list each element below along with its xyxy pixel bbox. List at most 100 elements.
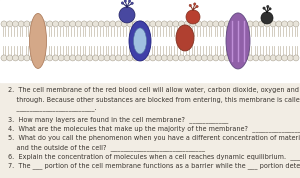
Circle shape — [144, 55, 150, 61]
Circle shape — [201, 55, 207, 61]
Circle shape — [167, 55, 173, 61]
Circle shape — [259, 55, 265, 61]
Circle shape — [173, 21, 179, 27]
Circle shape — [161, 55, 167, 61]
Circle shape — [287, 21, 293, 27]
Ellipse shape — [119, 7, 135, 23]
Circle shape — [287, 55, 293, 61]
Text: ________________________.: ________________________. — [8, 106, 97, 112]
Circle shape — [128, 0, 131, 2]
Circle shape — [264, 21, 270, 27]
Circle shape — [13, 55, 19, 61]
Text: through. Because other substances are blocked from entering, this membrane is ca: through. Because other substances are bl… — [8, 97, 300, 103]
Circle shape — [87, 55, 93, 61]
Circle shape — [75, 21, 81, 27]
Circle shape — [127, 55, 133, 61]
Circle shape — [184, 55, 190, 61]
Circle shape — [131, 2, 133, 4]
Circle shape — [259, 21, 265, 27]
Circle shape — [47, 21, 53, 27]
Text: 3.  How many layers are found in the cell membrane?  ____________: 3. How many layers are found in the cell… — [8, 116, 228, 123]
Ellipse shape — [176, 25, 194, 51]
Circle shape — [224, 21, 230, 27]
Circle shape — [156, 55, 162, 61]
Circle shape — [64, 21, 70, 27]
Circle shape — [167, 21, 173, 27]
Circle shape — [156, 21, 162, 27]
Text: and the outside of the cell?  _____________________________: and the outside of the cell? ___________… — [8, 144, 205, 151]
Circle shape — [263, 7, 265, 9]
Circle shape — [196, 5, 198, 8]
Circle shape — [213, 21, 219, 27]
Circle shape — [150, 55, 156, 61]
Circle shape — [93, 55, 99, 61]
Circle shape — [87, 21, 93, 27]
Circle shape — [293, 55, 299, 61]
Circle shape — [81, 21, 87, 27]
Circle shape — [24, 21, 30, 27]
Circle shape — [276, 55, 282, 61]
Circle shape — [253, 55, 259, 61]
Circle shape — [7, 21, 13, 27]
Ellipse shape — [129, 21, 151, 61]
Circle shape — [173, 55, 179, 61]
Circle shape — [35, 55, 41, 61]
Circle shape — [184, 21, 190, 27]
Circle shape — [269, 8, 271, 10]
Circle shape — [201, 21, 207, 27]
Circle shape — [161, 21, 167, 27]
Circle shape — [230, 55, 236, 61]
Circle shape — [58, 55, 64, 61]
Circle shape — [121, 21, 127, 27]
Circle shape — [52, 21, 59, 27]
Circle shape — [150, 21, 156, 27]
Circle shape — [224, 55, 230, 61]
Circle shape — [121, 55, 127, 61]
Circle shape — [270, 21, 276, 27]
Circle shape — [18, 55, 24, 61]
Circle shape — [98, 55, 104, 61]
Circle shape — [98, 21, 104, 27]
Ellipse shape — [261, 12, 273, 24]
Circle shape — [64, 55, 70, 61]
Circle shape — [242, 21, 248, 27]
Circle shape — [133, 55, 139, 61]
Circle shape — [144, 21, 150, 27]
Circle shape — [194, 3, 196, 5]
Circle shape — [41, 55, 47, 61]
Circle shape — [281, 21, 287, 27]
Circle shape — [58, 21, 64, 27]
Text: 7.  The ___ portion of the cell membrane functions as a barrier while the ___ po: 7. The ___ portion of the cell membrane … — [8, 162, 300, 169]
Circle shape — [190, 21, 196, 27]
Circle shape — [178, 21, 184, 27]
Text: 6.  Explain the concentration of molecules when a cell reaches dynamic equilibri: 6. Explain the concentration of molecule… — [8, 153, 300, 160]
Circle shape — [70, 21, 76, 27]
Circle shape — [253, 21, 259, 27]
Ellipse shape — [186, 10, 200, 24]
Circle shape — [178, 55, 184, 61]
Circle shape — [138, 55, 144, 61]
Ellipse shape — [29, 14, 46, 68]
Ellipse shape — [134, 28, 146, 54]
Circle shape — [13, 21, 19, 27]
Circle shape — [207, 21, 213, 27]
Circle shape — [116, 55, 122, 61]
Ellipse shape — [226, 13, 250, 69]
Circle shape — [30, 21, 36, 27]
Text: 2.  The cell membrane of the red blood cell will allow water, carbon dioxide, ox: 2. The cell membrane of the red blood ce… — [8, 87, 300, 93]
Circle shape — [121, 2, 124, 4]
Circle shape — [93, 21, 99, 27]
Circle shape — [1, 55, 7, 61]
Circle shape — [81, 55, 87, 61]
Circle shape — [104, 21, 110, 27]
Circle shape — [270, 55, 276, 61]
Circle shape — [236, 55, 242, 61]
Circle shape — [219, 55, 225, 61]
Circle shape — [230, 21, 236, 27]
Circle shape — [41, 21, 47, 27]
Circle shape — [247, 55, 253, 61]
Circle shape — [52, 55, 59, 61]
Circle shape — [47, 55, 53, 61]
Bar — [0, 0, 300, 82]
Circle shape — [133, 21, 139, 27]
